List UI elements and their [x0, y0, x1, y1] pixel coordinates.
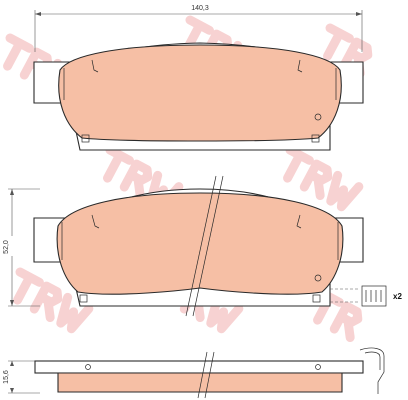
height-dimension: 52,0	[1, 188, 40, 307]
width-dimension-label: 140,3	[191, 5, 209, 12]
thickness-dimension-label: 15,6	[3, 370, 10, 384]
quantity-label: x2	[393, 292, 402, 301]
brake-pad-middle	[33, 175, 387, 317]
brake-pad-top	[33, 42, 364, 151]
wear-indicator	[330, 285, 387, 307]
width-dimension: 140,3	[34, 2, 363, 52]
height-dimension-label: 52,0	[3, 240, 10, 254]
brake-pad-side-view	[34, 347, 385, 399]
thickness-dimension: 15,6	[1, 360, 40, 394]
